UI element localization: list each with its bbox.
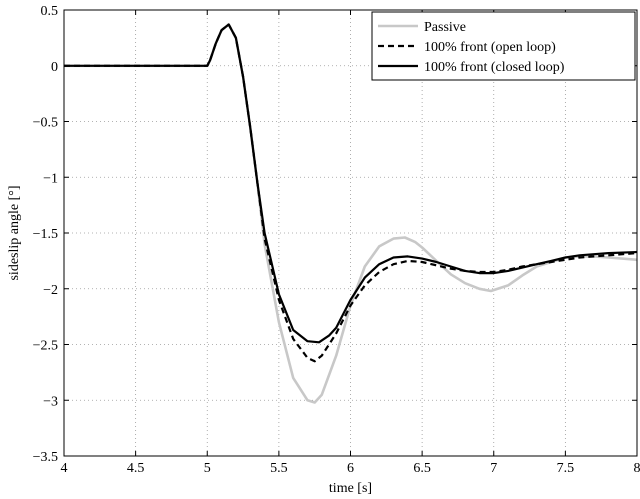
- x-tick-label: 5: [204, 461, 211, 476]
- x-axis-label: time [s]: [329, 481, 372, 496]
- y-tick-label: −0.5: [33, 116, 58, 131]
- y-axis-label: sideslip angle [°]: [7, 185, 22, 280]
- series-line-3: [64, 23, 638, 344]
- y-tick-label: 0.5: [41, 4, 59, 19]
- y-tick-label: −2.5: [33, 339, 58, 354]
- y-tick-label: −3.5: [33, 450, 58, 465]
- x-tick-label: 4: [61, 461, 68, 476]
- y-tick-label: −2: [43, 283, 58, 298]
- legend-label: 100% front (open loop): [424, 40, 556, 55]
- series-layer: [64, 23, 638, 404]
- x-tick-label: 4.5: [127, 461, 145, 476]
- label-layer: time [s] sideslip angle [°]: [7, 185, 372, 496]
- x-tick-label: 7: [490, 461, 497, 476]
- y-tick-label: −1: [43, 171, 58, 186]
- y-tick-label: −3: [43, 394, 58, 409]
- legend-box: [371, 11, 636, 81]
- legend: Passive 100% front (open loop) 100% front …: [371, 11, 636, 81]
- y-tick-label: −1.5: [33, 227, 58, 242]
- x-tick-label: 8: [634, 461, 640, 476]
- y-tick-label: 0: [51, 60, 58, 75]
- legend-label: Passive: [424, 20, 466, 35]
- x-tick-label: 6: [347, 461, 354, 476]
- x-tick-label: 5.5: [270, 461, 288, 476]
- legend-label: 100% front (closed loop): [424, 60, 565, 75]
- x-tick-label: 6.5: [413, 461, 431, 476]
- x-tick-label: 7.5: [557, 461, 575, 476]
- tick-layer: 4 4.5 5 5.5 6 6.5 7 7.5 8 0.5 0 −0.5 −1 −1.5 −2 −2.5 −3 −…: [33, 4, 640, 476]
